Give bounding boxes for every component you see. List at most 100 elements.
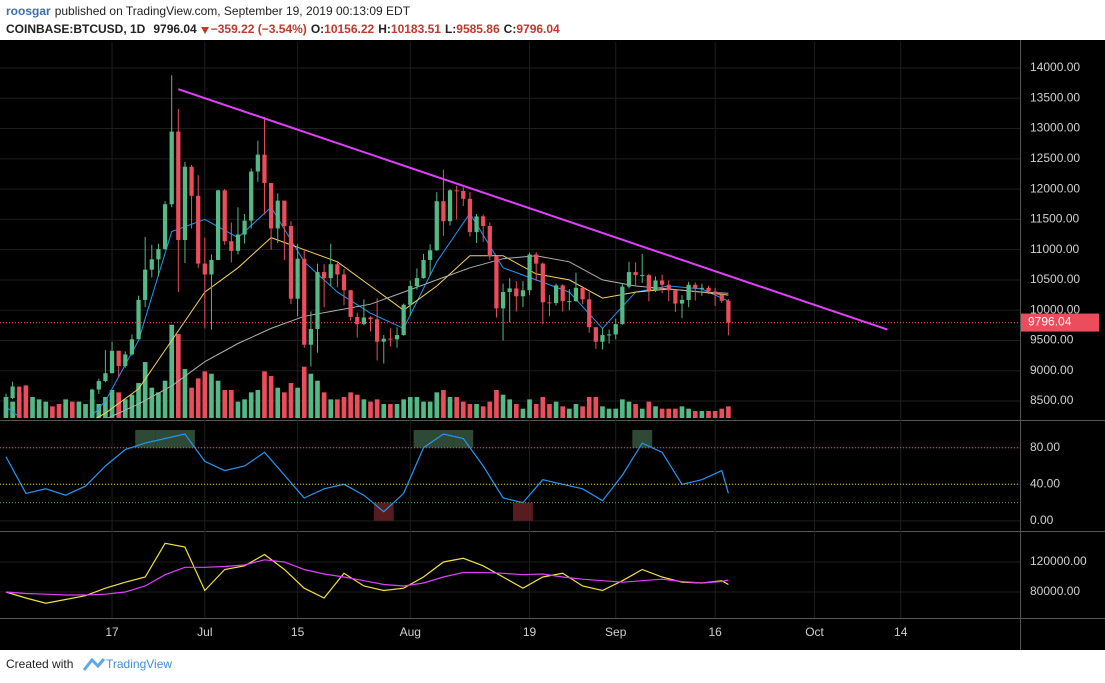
volume-bar [248, 392, 254, 418]
candle-body [10, 386, 15, 399]
symbol: COINBASE:BTCUSD, 1D [6, 22, 146, 36]
volume-bar [308, 373, 314, 418]
volume-bar [96, 404, 102, 418]
volume-bar [189, 387, 194, 418]
volume-bar [626, 401, 632, 418]
candle-body [209, 259, 214, 275]
candle-body [109, 350, 115, 374]
moving-average [106, 255, 729, 418]
brand-logo [82, 657, 106, 671]
ohlc-label: O: [311, 22, 324, 36]
candle-body [196, 195, 201, 264]
candle-body [123, 354, 128, 366]
volume-bar [282, 392, 287, 418]
candle-body [514, 288, 519, 297]
y-tick-label: 12500.00 [1030, 151, 1080, 165]
volume-bar [580, 406, 585, 418]
oversold-zone [513, 502, 533, 521]
y-tick-label: 10000.00 [1030, 302, 1080, 316]
volume-bar [275, 387, 281, 418]
candle-body [275, 200, 280, 229]
candle-body [580, 287, 585, 300]
candle-body [355, 316, 360, 325]
candle-body [255, 154, 260, 172]
candle-body [361, 317, 367, 325]
candle-body [394, 335, 400, 340]
candle-body [593, 327, 598, 342]
candle-body [587, 299, 592, 328]
volume-bar [646, 401, 652, 418]
candle-body [726, 300, 731, 323]
volume-bar [361, 399, 367, 418]
candle-body [447, 190, 453, 222]
candle-body [215, 190, 221, 260]
volume-bar [209, 373, 214, 418]
x-tick-label: 16 [708, 625, 722, 639]
candle-body [527, 254, 532, 291]
volume-bar [547, 404, 552, 418]
candle-body [686, 284, 691, 300]
candle-body [368, 317, 373, 320]
candle-body [659, 280, 665, 285]
volume-bar [368, 401, 373, 418]
volume-bar [335, 399, 340, 418]
candle-body [83, 417, 88, 418]
volume-bar [540, 397, 546, 418]
volume-bar [487, 401, 493, 418]
volume-bar [593, 397, 599, 418]
footer-text: Created with [6, 657, 73, 671]
last-price: 9796.04 [153, 22, 197, 36]
candle-body [441, 201, 446, 222]
candle-body [633, 272, 638, 276]
volume-bar [401, 399, 406, 418]
indicator-pane [5, 430, 729, 521]
volume-bar [666, 408, 672, 418]
volume-bar [719, 408, 725, 418]
volume-bar [507, 399, 513, 418]
volume-bar [222, 390, 228, 418]
indicator-line [5, 559, 729, 596]
volume-bar [613, 408, 619, 418]
candle-body [90, 389, 95, 418]
volume-bar [242, 399, 247, 418]
y-tick-label: 80.00 [1030, 440, 1060, 454]
volume-bar [255, 390, 261, 418]
ohlc-value: 10183.51 [391, 22, 441, 36]
volume-bar [679, 406, 685, 418]
volume-bar [500, 394, 506, 418]
candle-body [288, 226, 294, 299]
y-tick-label: 13000.00 [1030, 121, 1080, 135]
down-arrow [201, 27, 210, 34]
candle-body [620, 286, 625, 325]
volume-bar [175, 334, 181, 418]
candle-body [3, 398, 9, 415]
y-tick-label: 13500.00 [1030, 90, 1080, 104]
candle-body [428, 250, 433, 260]
candle-body [202, 263, 207, 275]
header-line-2: COINBASE:BTCUSD, 1D 9796.04 −359.22 (−3.54… [6, 22, 560, 36]
volume-bar [341, 397, 347, 418]
volume-bar [633, 404, 638, 418]
volume-bar [573, 404, 579, 418]
candle-body [434, 201, 439, 251]
moving-average [5, 206, 729, 418]
candle-body [235, 234, 241, 251]
volume-bar [639, 408, 645, 418]
volume-bar [447, 397, 453, 418]
volume-bar [321, 392, 327, 418]
candle-body [242, 220, 247, 235]
volume-bar [686, 408, 691, 418]
volume-bar [76, 401, 82, 418]
price-pane [3, 75, 731, 418]
y-tick-label: 14000.00 [1030, 60, 1080, 74]
volume-bar [235, 401, 241, 418]
header-line-1: roosgar published on TradingView.com, Sep… [6, 4, 411, 18]
y-tick-label: 9500.00 [1030, 333, 1074, 347]
candle-body [182, 166, 188, 240]
volume-bar [474, 404, 479, 418]
candle-body [481, 216, 486, 227]
candle-body [143, 269, 148, 300]
y-tick-label: 11500.00 [1030, 212, 1079, 226]
candle-body [169, 131, 174, 205]
